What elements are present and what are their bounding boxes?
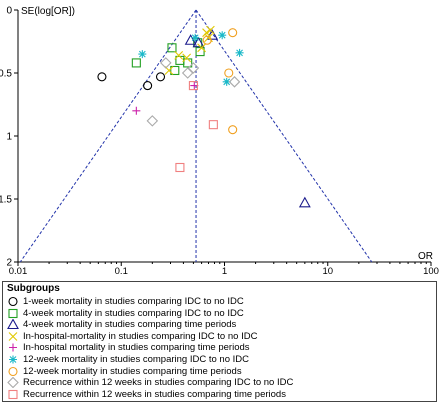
data-point-series-4: [174, 50, 184, 60]
data-point-series-9: [188, 81, 198, 91]
y-axis-label: SE(log[OR]): [21, 6, 75, 17]
x-tick-label: 10: [322, 266, 333, 277]
plot-axes: 0 0.5 1 1.5 20.01 0.1 1 10 100: [0, 6, 439, 278]
legend-item-label: 1-week mortality in studies comparing ID…: [23, 296, 244, 307]
data-point-series-3: [298, 196, 311, 208]
circle-marker-icon: [8, 366, 18, 376]
data-point-series-8: [160, 57, 172, 69]
data-point-series-9: [208, 120, 218, 130]
data-point-series-3: [192, 36, 205, 48]
legend-item-label: 12-week mortality in studies comparing I…: [23, 354, 249, 365]
data-point-series-2: [170, 65, 180, 76]
data-point-series-2: [167, 43, 177, 53]
data-point-series-6: [218, 31, 227, 40]
legend-item: 4-week mortality in studies comparing ti…: [7, 319, 236, 330]
y-tick-label: 2: [6, 258, 12, 269]
funnel-left-limit: [19, 9, 197, 263]
legend-item-label: Recurrence within 12 weeks in studies co…: [23, 377, 294, 389]
y-tick-label: 1.5: [0, 195, 12, 206]
legend: Subgroups 1-week mortality in studies co…: [2, 281, 437, 402]
data-point-series-1: [143, 81, 153, 91]
legend-item: 12-week mortality in studies comparing t…: [7, 366, 242, 377]
y-tick-label: 1: [6, 132, 12, 143]
legend-item-label: 4-week mortality in studies comparing ID…: [23, 307, 244, 319]
legend-item: 1-week mortality in studies comparing ID…: [7, 296, 244, 307]
diamond-marker-icon: [7, 377, 19, 389]
data-point-series-1: [97, 72, 107, 82]
legend-item-label: Recurrence within 12 weeks in studies co…: [23, 388, 286, 400]
data-point-series-8: [228, 76, 241, 88]
x-axis-label: OR: [418, 251, 433, 262]
asterisk-marker-icon: [9, 355, 17, 364]
data-point-series-5: [132, 106, 141, 115]
legend-item: Recurrence within 12 weeks in studies co…: [7, 389, 286, 400]
data-point-series-1: [155, 72, 166, 82]
data-point-series-8: [181, 67, 194, 79]
legend-item: Recurrence within 12 weeks in studies co…: [7, 377, 294, 389]
data-point-series-7: [224, 68, 234, 78]
legend-title: Subgroups: [7, 283, 60, 294]
data-point-series-9: [175, 162, 185, 173]
x-tick-label: 100: [423, 266, 439, 277]
square-marker-icon: [8, 389, 18, 399]
funnel-right-limit: [195, 9, 373, 263]
data-points: [97, 25, 311, 208]
data-point-series-8: [146, 115, 159, 127]
funnel-plot: 0 0.5 1 1.5 20.01 0.1 1 10 100 SE(log[OR]) OR: [0, 6, 439, 278]
x-tick-label: 1: [222, 266, 227, 277]
triangle-marker-icon: [7, 319, 19, 330]
x-tick-label: 0.01: [9, 266, 28, 277]
plus-marker-icon: [9, 343, 17, 352]
data-point-series-6: [222, 77, 231, 86]
y-tick-label: 0: [6, 6, 12, 17]
legend-item-label: 4-week mortality in studies comparing ti…: [23, 319, 237, 331]
legend-item-label: In-hospital mortality in studies compari…: [23, 342, 250, 354]
data-point-series-2: [131, 58, 141, 68]
x-tick-label: 0.1: [115, 266, 128, 277]
data-point-series-4: [182, 53, 192, 63]
legend-item-label: 12-week mortality in studies comparing t…: [23, 365, 242, 377]
legend-item-label: In-hospital-mortality in studies compari…: [23, 330, 258, 342]
circle-marker-icon: [8, 296, 18, 307]
legend-item: In-hospital-mortality in studies compari…: [7, 331, 257, 342]
data-point-series-2: [195, 47, 205, 57]
data-point-series-4: [197, 43, 206, 53]
data-point-series-6: [138, 50, 147, 59]
data-point-series-3: [206, 29, 219, 40]
legend-item: 4-week mortality in studies comparing ID…: [7, 308, 244, 319]
data-point-series-4: [205, 25, 215, 35]
data-point-series-6: [191, 33, 200, 42]
x-marker-icon: [8, 331, 18, 341]
data-point-series-6: [235, 48, 244, 57]
data-point-series-8: [187, 62, 200, 74]
data-point-series-7: [228, 125, 238, 135]
legend-item: In-hospital mortality in studies compari…: [7, 342, 250, 353]
legend-item: 12-week mortality in studies comparing I…: [7, 354, 249, 365]
y-tick-label: 0.5: [0, 69, 12, 80]
data-point-series-7: [228, 28, 238, 38]
data-point-series-7: [202, 35, 212, 45]
square-marker-icon: [8, 308, 18, 318]
data-point-series-4: [202, 28, 211, 38]
